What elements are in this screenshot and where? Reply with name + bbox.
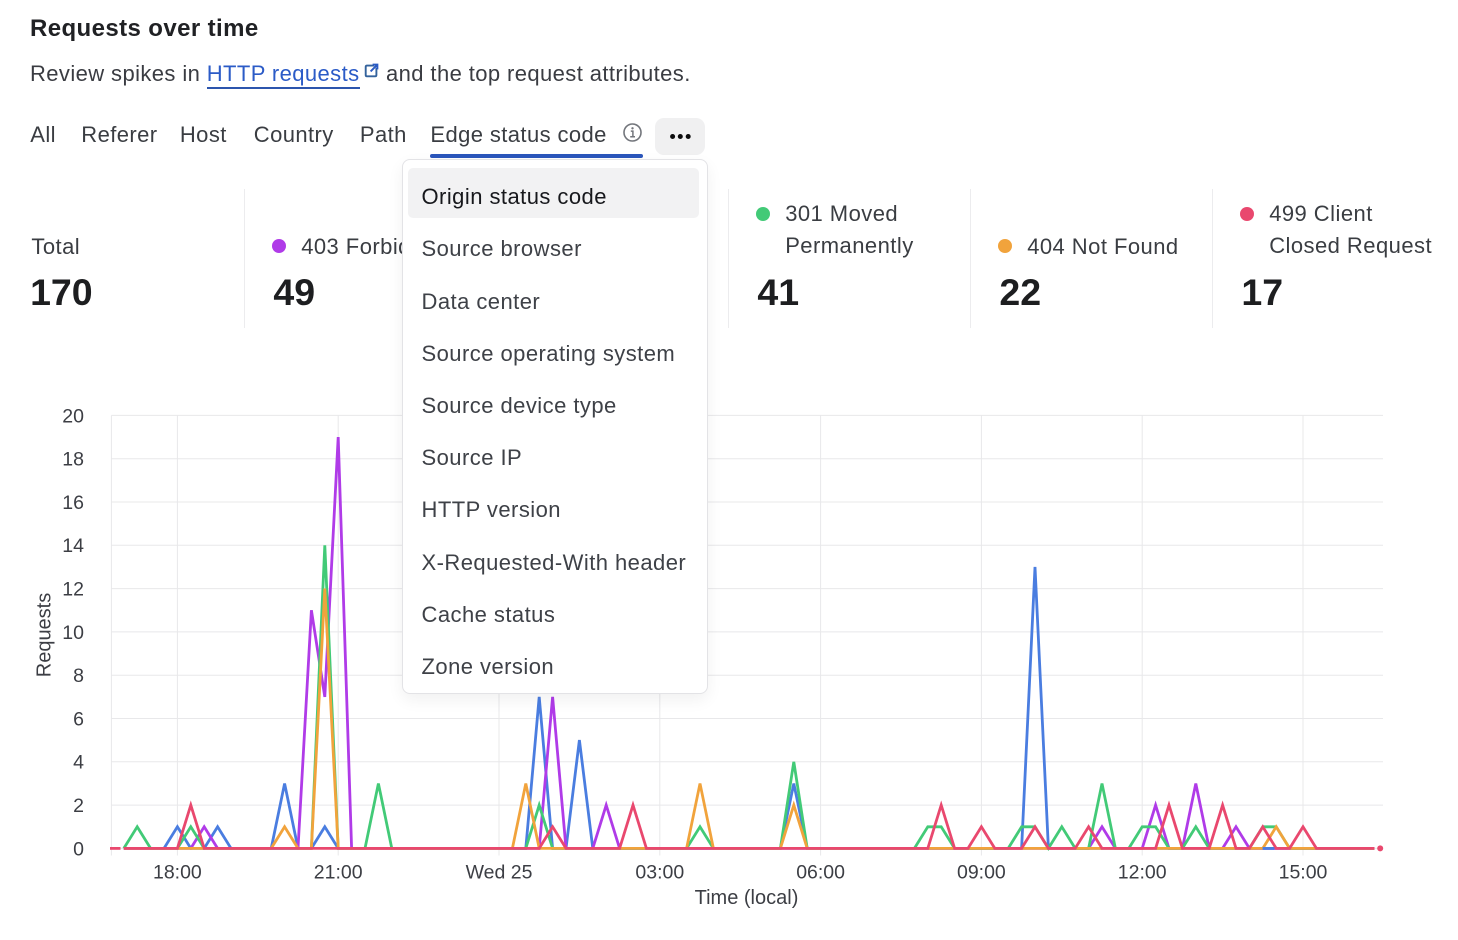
svg-text:8: 8 <box>73 665 84 687</box>
svg-text:Requests: Requests <box>34 593 56 678</box>
svg-text:21:00: 21:00 <box>314 862 363 884</box>
svg-text:2: 2 <box>73 795 84 817</box>
svg-text:20: 20 <box>62 405 84 427</box>
svg-text:18: 18 <box>62 449 84 471</box>
svg-text:14: 14 <box>62 535 84 557</box>
svg-text:6: 6 <box>73 708 84 730</box>
svg-text:03:00: 03:00 <box>635 862 684 884</box>
svg-text:16: 16 <box>62 492 84 514</box>
svg-text:12:00: 12:00 <box>1118 862 1167 884</box>
svg-text:0: 0 <box>73 838 84 860</box>
svg-text:12: 12 <box>62 579 84 601</box>
svg-text:10: 10 <box>62 622 84 644</box>
svg-text:Wed 25: Wed 25 <box>466 862 533 884</box>
svg-text:18:00: 18:00 <box>153 862 202 884</box>
svg-text:4: 4 <box>73 752 84 774</box>
svg-text:09:00: 09:00 <box>957 862 1006 884</box>
svg-text:06:00: 06:00 <box>796 862 845 884</box>
svg-text:Time (local): Time (local) <box>695 887 799 909</box>
svg-text:15:00: 15:00 <box>1279 862 1328 884</box>
